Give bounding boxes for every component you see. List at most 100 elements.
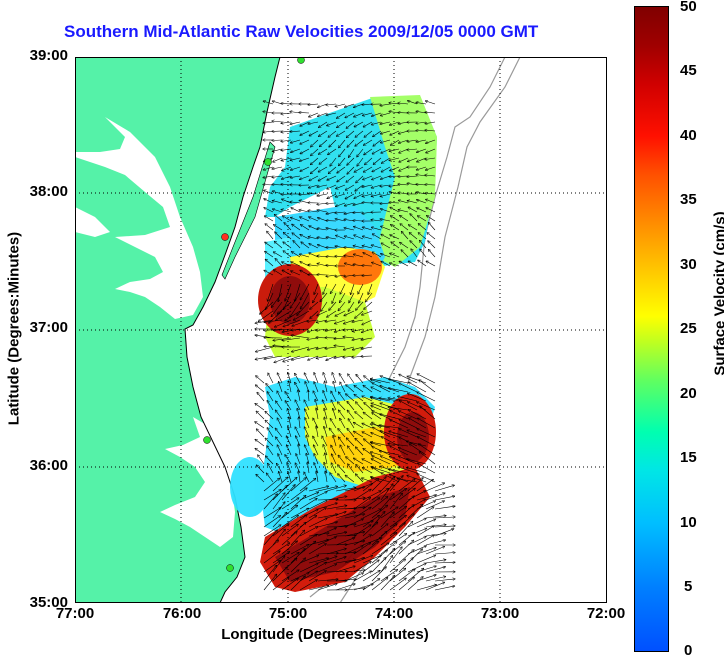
velocity-arrow	[416, 548, 436, 555]
velocity-arrow	[353, 562, 371, 573]
velocity-arrow	[426, 208, 436, 213]
velocity-arrow	[434, 517, 455, 518]
velocity-arrow	[340, 283, 346, 294]
velocity-arrow	[332, 454, 337, 465]
velocity-arrow	[398, 577, 414, 591]
velocity-arrow	[399, 157, 409, 162]
velocity-arrow	[434, 526, 455, 527]
velocity-arrow	[354, 422, 364, 429]
velocity-arrow	[301, 225, 310, 231]
velocity-arrow	[317, 486, 338, 492]
velocity-arrow	[364, 301, 373, 309]
station-marker	[203, 436, 211, 444]
velocity-arrow	[290, 523, 306, 537]
velocity-arrow	[271, 301, 283, 317]
velocity-arrow	[344, 498, 365, 501]
velocity-arrow	[258, 455, 265, 465]
velocity-arrow	[356, 301, 364, 310]
velocity-arrow	[277, 418, 283, 429]
velocity-arrow	[255, 448, 265, 456]
velocity-arrow	[407, 528, 427, 537]
velocity-arrow	[290, 478, 306, 492]
velocity-arrow	[408, 157, 418, 162]
velocity-arrow	[418, 444, 436, 456]
velocity-arrow	[292, 346, 310, 352]
velocity-arrow	[308, 104, 319, 105]
velocity-arrow	[272, 486, 287, 501]
y-tick-label: 39:00	[29, 47, 68, 64]
velocity-arrow	[322, 436, 328, 447]
velocity-arrow	[311, 139, 319, 147]
velocity-arrow	[281, 498, 299, 510]
velocity-arrow	[335, 310, 346, 316]
velocity-arrow	[311, 157, 319, 165]
velocity-arrow	[338, 465, 346, 474]
velocity-arrow	[275, 232, 283, 240]
velocity-arrow	[327, 175, 337, 180]
velocity-arrow	[353, 507, 371, 519]
velocity-arrow	[265, 411, 274, 420]
velocity-arrow	[371, 497, 388, 510]
velocity-arrow	[362, 541, 378, 555]
coastline	[184, 57, 281, 603]
velocity-arrow	[399, 261, 409, 267]
velocity-arrow	[335, 579, 356, 582]
velocity-arrow	[371, 558, 386, 573]
velocity-arrow	[363, 253, 373, 258]
velocity-arrow	[268, 373, 274, 384]
velocity-arrow	[362, 275, 373, 276]
velocity-arrow	[328, 166, 337, 174]
velocity-arrow	[325, 471, 328, 483]
velocity-arrow	[272, 567, 287, 582]
velocity-arrow	[340, 292, 346, 303]
velocity-arrow	[263, 494, 277, 510]
velocity-arrow	[399, 411, 418, 420]
velocity-arrow	[339, 437, 346, 447]
velocity-arrow	[337, 112, 346, 118]
velocity-arrow	[284, 223, 292, 231]
velocity-arrow	[390, 420, 409, 429]
velocity-arrow	[281, 149, 292, 150]
velocity-arrow	[380, 477, 395, 492]
velocity-arrow	[356, 474, 364, 483]
velocity-arrow	[339, 410, 346, 420]
velocity-arrow	[316, 426, 319, 438]
velocity-arrow	[295, 283, 301, 301]
velocity-arrow	[291, 271, 301, 276]
velocity-arrow	[345, 184, 355, 190]
velocity-arrow	[398, 467, 418, 474]
velocity-arrow	[299, 479, 316, 492]
velocity-arrow	[327, 310, 337, 317]
velocity-arrow	[330, 473, 337, 483]
velocity-arrow	[364, 403, 373, 411]
colorbar-tick-label: 10	[680, 514, 697, 531]
velocity-arrow	[319, 130, 328, 136]
velocity-arrow	[389, 559, 405, 573]
velocity-arrow	[267, 446, 274, 456]
velocity-arrow	[260, 301, 274, 314]
velocity-arrow	[425, 560, 446, 564]
velocity-arrow	[363, 175, 373, 180]
velocity-arrow	[326, 104, 337, 105]
velocity-arrow	[426, 139, 436, 143]
velocity-arrow	[307, 462, 310, 474]
velocity-arrow	[425, 501, 444, 510]
velocity-arrow	[326, 237, 337, 240]
velocity-arrow	[371, 567, 386, 582]
velocity-arrow	[337, 166, 346, 173]
velocity-arrow	[416, 495, 436, 501]
velocity-arrow	[390, 263, 400, 267]
velocity-arrow	[371, 467, 391, 474]
velocity-arrow	[292, 319, 310, 326]
velocity-arrow	[372, 234, 382, 240]
velocity-arrow	[354, 394, 364, 402]
velocity-arrow	[434, 579, 455, 582]
velocity-arrow	[410, 214, 418, 222]
velocity-arrow	[267, 392, 274, 402]
velocity-arrow	[425, 577, 446, 582]
velocity-arrow	[326, 506, 347, 510]
velocity-arrow	[407, 201, 418, 204]
velocity-arrow	[371, 459, 382, 465]
velocity-arrow	[265, 438, 274, 447]
velocity-arrow	[425, 483, 444, 492]
